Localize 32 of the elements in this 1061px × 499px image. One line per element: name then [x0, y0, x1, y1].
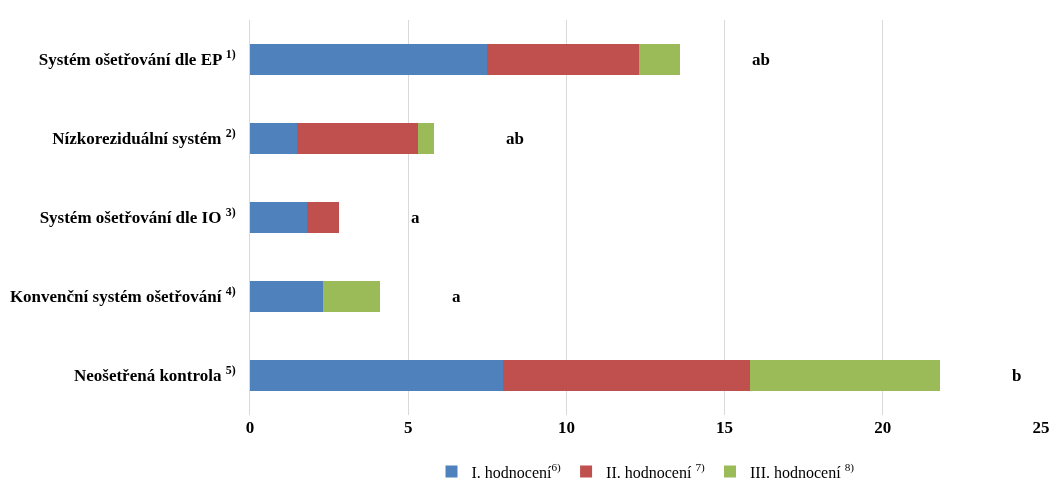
x-tick-label: 15: [716, 418, 734, 437]
x-tick-label: 5: [403, 418, 413, 437]
bar: [250, 43, 488, 76]
legend-label: I. hodnocení$^{6)}$: [471, 460, 562, 481]
y-tick-label: Nízkoreziduální systém $^{2)}$: [52, 126, 236, 149]
bar: [487, 43, 640, 76]
bar: [503, 359, 750, 392]
y-tick-label: Neošetřená kontrola $^{5)}$: [73, 363, 236, 386]
annotation: a: [452, 287, 461, 306]
legend-label: II. hodnocení $^{7)}$: [606, 460, 705, 481]
bar: [297, 122, 418, 155]
bar: [250, 359, 504, 392]
annotation: b: [1012, 366, 1022, 385]
x-tick-label: 10: [557, 418, 575, 437]
y-tick-label: Konvenční systém ošetřování $^{4)}$: [9, 284, 236, 307]
bar: [250, 280, 323, 313]
bar: [322, 280, 380, 313]
bar: [306, 201, 339, 234]
y-tick-label: Systém ošetřování dle EP $^{1)}$: [38, 47, 236, 70]
bar: [417, 122, 434, 155]
annotation: ab: [752, 50, 770, 69]
annotation: a: [411, 208, 420, 227]
bar: [749, 359, 940, 392]
x-tick-label: 0: [245, 418, 255, 437]
annotation: ab: [506, 129, 524, 148]
y-tick-label: Systém ošetřování dle IO $^{3)}$: [39, 205, 236, 228]
bar: [250, 201, 307, 234]
bar: [250, 122, 298, 155]
x-tick-label: 25: [1032, 418, 1050, 437]
bar: [639, 43, 681, 76]
x-tick-label: 20: [874, 418, 892, 437]
legend-label: III. hodnocení $^{8)}$: [749, 460, 855, 481]
